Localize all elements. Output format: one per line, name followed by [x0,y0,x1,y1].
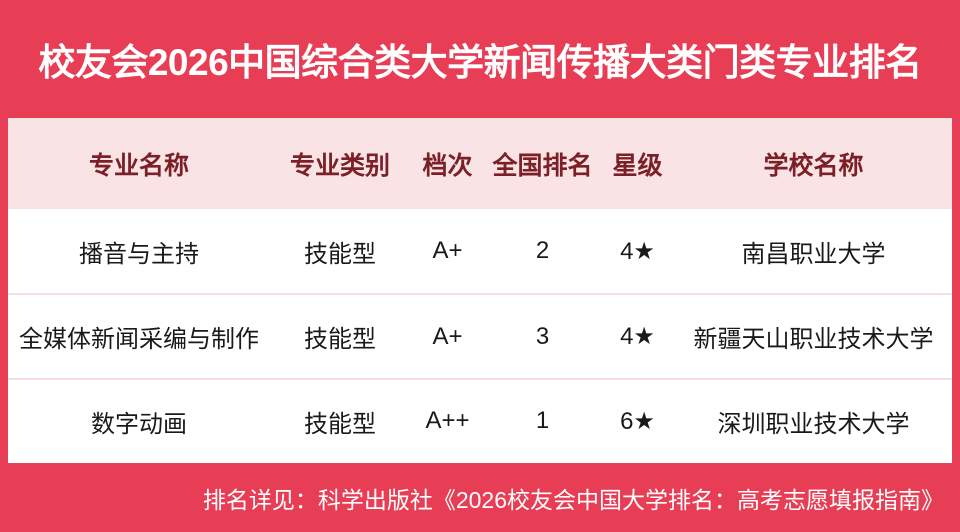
column-header-major-name: 专业名称 [8,118,270,209]
cell-school-name: 深圳职业技术大学 [717,410,910,438]
cell-school-name: 南昌职业大学 [675,209,952,295]
cell-star-level: 6★ [620,407,655,435]
cell-major-category: 技能型 [270,294,410,380]
cell-major-name: 数字动画 [91,410,187,438]
footer-banner: 排名详见：科学出版社《2026校友会中国大学排名：高考志愿填报指南》 [0,463,960,532]
column-header-major-category: 专业类别 [270,118,410,209]
cell-major-name: 全媒体新闻采编与制作 [8,294,270,380]
table-row: 数字动画 技能型 A++ 1 6★ 深圳职业技术大学 [8,379,952,462]
table-header-row: 专业名称 专业类别 档次 全国排名 星级 学校名称 [8,118,952,209]
cell-grade: A+ [410,209,485,295]
ranking-table: 专业名称 专业类别 档次 全国排名 星级 学校名称 播音与主持 技能型 A+ 2… [8,118,952,462]
column-header-grade: 档次 [410,118,485,209]
title-banner: 校友会2026中国综合类大学新闻传播大类门类专业排名 [0,0,960,118]
cell-national-rank: 3 [485,294,600,380]
cell-national-rank: 2 [485,209,600,295]
cell-star-level: 4★ [600,209,675,295]
cell-major-category: 技能型 [304,410,376,438]
cell-major-category: 技能型 [270,209,410,295]
cell-school-name: 新疆天山职业技术大学 [675,294,952,380]
column-header-school-name: 学校名称 [675,118,952,209]
cell-grade: A++ [425,407,470,434]
footer-note: 排名详见：科学出版社《2026校友会中国大学排名：高考志愿填报指南》 [202,486,944,513]
cell-star-level: 4★ [600,294,675,380]
cell-grade: A+ [410,294,485,380]
table-row: 全媒体新闻采编与制作 技能型 A+ 3 4★ 新疆天山职业技术大学 [8,294,952,380]
page-title: 校友会2026中国综合类大学新闻传播大类门类专业排名 [38,42,922,83]
column-header-national-rank: 全国排名 [485,118,600,209]
column-header-star-level: 星级 [600,118,675,209]
cell-national-rank: 1 [535,407,550,434]
cell-major-name: 播音与主持 [8,209,270,295]
ranking-table-card: 专业名称 专业类别 档次 全国排名 星级 学校名称 播音与主持 技能型 A+ 2… [8,118,952,463]
table-row: 播音与主持 技能型 A+ 2 4★ 南昌职业大学 [8,209,952,295]
